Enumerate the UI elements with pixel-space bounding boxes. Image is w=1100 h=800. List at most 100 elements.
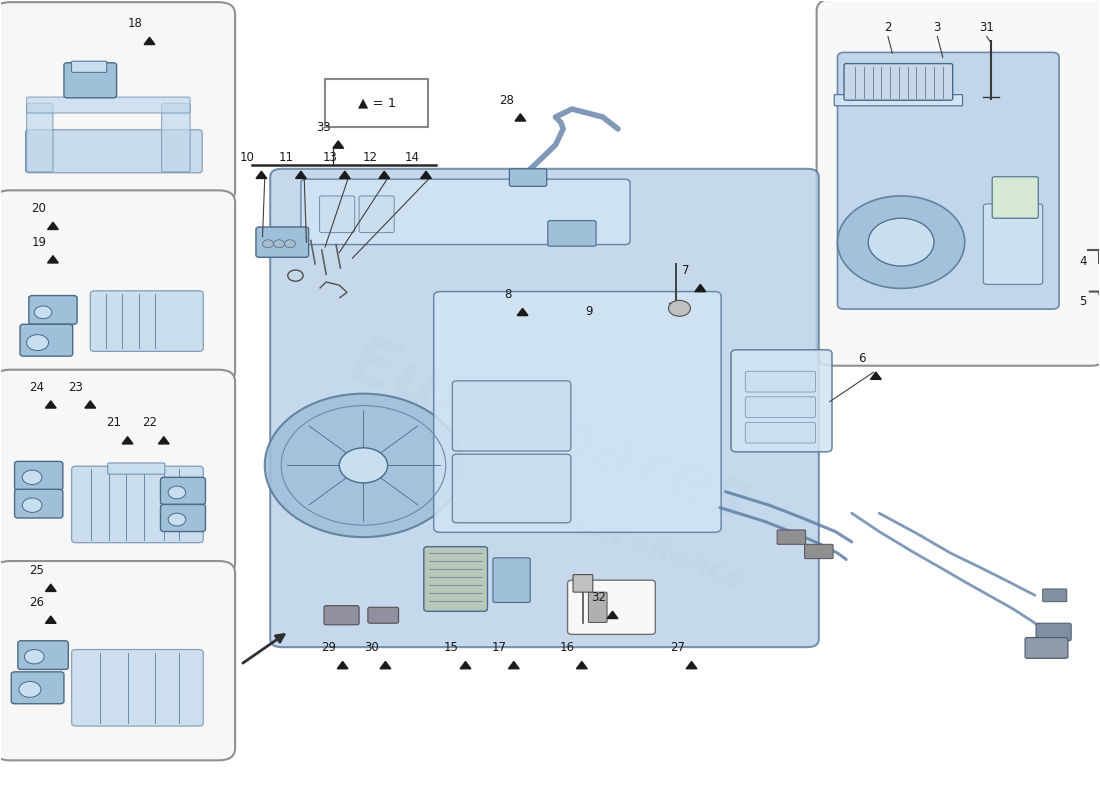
FancyBboxPatch shape xyxy=(746,422,815,443)
Text: 31: 31 xyxy=(979,21,994,34)
FancyBboxPatch shape xyxy=(320,196,354,233)
Polygon shape xyxy=(85,401,96,408)
Text: 24: 24 xyxy=(29,381,44,394)
Polygon shape xyxy=(45,616,56,623)
Circle shape xyxy=(285,240,296,248)
Polygon shape xyxy=(686,662,697,669)
Polygon shape xyxy=(517,308,528,315)
FancyBboxPatch shape xyxy=(844,63,953,100)
FancyBboxPatch shape xyxy=(18,641,68,670)
Text: 16: 16 xyxy=(560,642,575,654)
Text: 12: 12 xyxy=(363,151,377,164)
FancyBboxPatch shape xyxy=(433,291,722,532)
FancyBboxPatch shape xyxy=(72,466,204,542)
Polygon shape xyxy=(47,256,58,263)
FancyBboxPatch shape xyxy=(20,324,73,356)
Circle shape xyxy=(19,682,41,698)
Text: 21: 21 xyxy=(106,417,121,430)
Text: 28: 28 xyxy=(498,94,514,106)
Text: ▲ = 1: ▲ = 1 xyxy=(358,97,396,110)
Text: 20: 20 xyxy=(31,202,46,215)
Text: 30: 30 xyxy=(364,642,378,654)
FancyBboxPatch shape xyxy=(0,190,235,383)
FancyBboxPatch shape xyxy=(1036,623,1071,641)
Polygon shape xyxy=(515,114,526,121)
FancyBboxPatch shape xyxy=(588,592,607,622)
Circle shape xyxy=(274,240,285,248)
FancyBboxPatch shape xyxy=(162,103,190,172)
Circle shape xyxy=(265,394,462,537)
FancyBboxPatch shape xyxy=(777,530,805,544)
Circle shape xyxy=(22,498,42,513)
Circle shape xyxy=(34,306,52,318)
Text: 29: 29 xyxy=(321,642,336,654)
Circle shape xyxy=(22,470,42,485)
Polygon shape xyxy=(607,611,618,618)
Text: 7: 7 xyxy=(682,264,690,278)
Text: 23: 23 xyxy=(68,381,84,394)
Circle shape xyxy=(868,218,934,266)
Polygon shape xyxy=(379,662,390,669)
Polygon shape xyxy=(378,171,389,178)
Text: 25: 25 xyxy=(29,564,44,577)
Text: 10: 10 xyxy=(240,151,254,164)
Circle shape xyxy=(24,650,44,664)
FancyBboxPatch shape xyxy=(26,97,190,113)
FancyBboxPatch shape xyxy=(509,169,547,186)
FancyBboxPatch shape xyxy=(452,381,571,451)
FancyBboxPatch shape xyxy=(25,130,202,173)
FancyBboxPatch shape xyxy=(14,462,63,490)
Circle shape xyxy=(26,334,48,350)
Text: 8: 8 xyxy=(505,288,512,301)
Polygon shape xyxy=(338,662,348,669)
FancyBboxPatch shape xyxy=(804,544,833,558)
Text: 5: 5 xyxy=(1079,295,1087,308)
Text: 13: 13 xyxy=(323,151,338,164)
Text: 2: 2 xyxy=(884,21,892,34)
Polygon shape xyxy=(333,141,343,148)
Text: 3: 3 xyxy=(934,21,940,34)
FancyBboxPatch shape xyxy=(983,204,1043,285)
Polygon shape xyxy=(158,437,169,444)
Text: 19: 19 xyxy=(31,235,46,249)
Text: a passion for excellence: a passion for excellence xyxy=(350,427,750,596)
FancyBboxPatch shape xyxy=(424,546,487,611)
FancyBboxPatch shape xyxy=(301,179,630,245)
Text: 11: 11 xyxy=(279,151,294,164)
FancyBboxPatch shape xyxy=(573,574,593,592)
Text: 17: 17 xyxy=(492,642,507,654)
Text: 15: 15 xyxy=(443,642,459,654)
FancyBboxPatch shape xyxy=(834,94,962,106)
FancyBboxPatch shape xyxy=(29,295,77,324)
Polygon shape xyxy=(45,584,56,591)
Polygon shape xyxy=(460,662,471,669)
Circle shape xyxy=(669,300,691,316)
FancyBboxPatch shape xyxy=(161,478,206,505)
FancyBboxPatch shape xyxy=(72,650,204,726)
FancyBboxPatch shape xyxy=(0,370,235,575)
FancyBboxPatch shape xyxy=(452,454,571,522)
Text: 26: 26 xyxy=(29,596,44,609)
Polygon shape xyxy=(695,285,706,292)
FancyBboxPatch shape xyxy=(161,505,206,531)
Text: 27: 27 xyxy=(670,642,685,654)
FancyBboxPatch shape xyxy=(72,61,107,72)
Polygon shape xyxy=(47,222,58,230)
FancyBboxPatch shape xyxy=(837,53,1059,309)
Text: 32: 32 xyxy=(591,591,606,604)
FancyBboxPatch shape xyxy=(367,607,398,623)
FancyBboxPatch shape xyxy=(568,580,656,634)
FancyBboxPatch shape xyxy=(256,227,309,258)
Text: 9: 9 xyxy=(585,305,593,318)
FancyBboxPatch shape xyxy=(732,350,832,452)
Circle shape xyxy=(837,196,965,288)
FancyBboxPatch shape xyxy=(0,2,235,203)
Text: 14: 14 xyxy=(405,151,419,164)
FancyBboxPatch shape xyxy=(90,290,204,351)
FancyBboxPatch shape xyxy=(271,169,818,647)
FancyBboxPatch shape xyxy=(746,371,815,392)
Circle shape xyxy=(339,448,387,483)
Polygon shape xyxy=(45,401,56,408)
FancyBboxPatch shape xyxy=(26,103,53,172)
Polygon shape xyxy=(122,437,133,444)
